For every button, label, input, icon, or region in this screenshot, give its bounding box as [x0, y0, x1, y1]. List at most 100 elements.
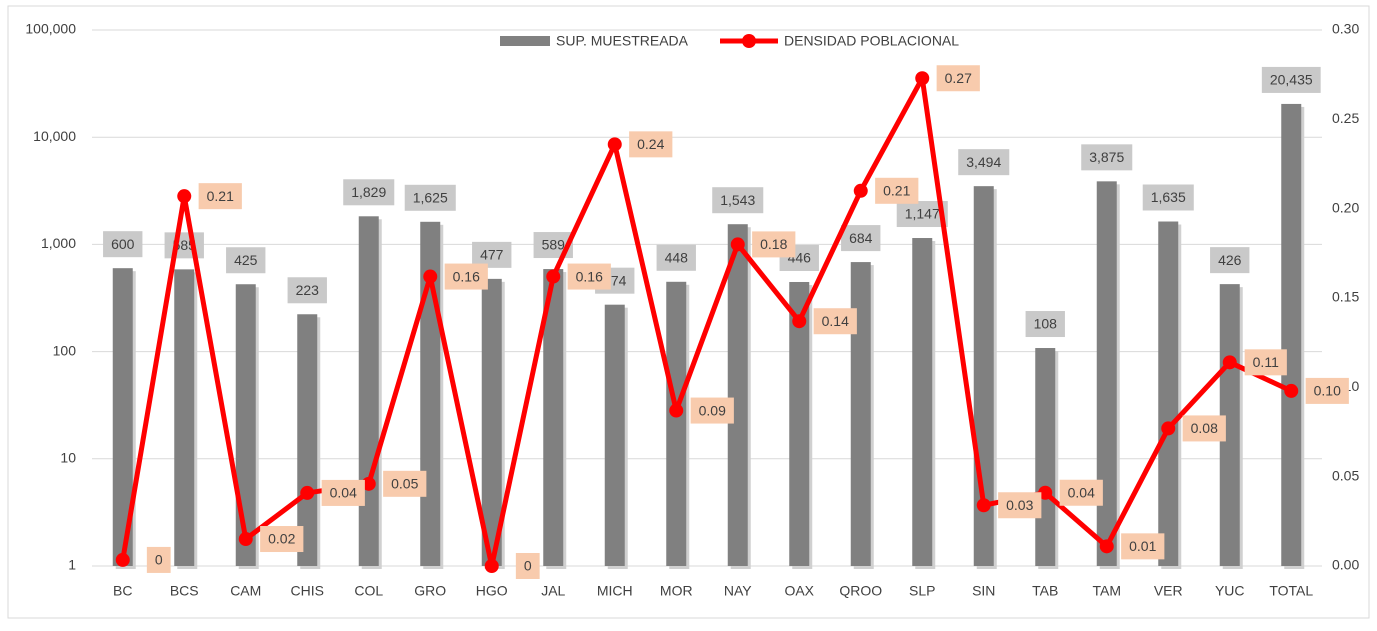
x-tick-label: TAB: [1032, 583, 1058, 599]
line-point: [853, 183, 868, 198]
line-point: [546, 269, 561, 284]
bar: [543, 269, 564, 566]
line-label-box: [1305, 377, 1349, 404]
bar-label-box: [343, 179, 395, 206]
bar: [297, 314, 318, 566]
legend-label: DENSIDAD POBLACIONAL: [784, 33, 959, 49]
line-label: 0.08: [1191, 420, 1218, 436]
bar-label-box: [1025, 311, 1065, 338]
y2-tick-label: 0.00: [1332, 557, 1359, 573]
line-label: 0.09: [699, 402, 726, 418]
line-label: 0: [155, 552, 163, 568]
line-label: 0.05: [391, 476, 418, 492]
bar-label: 425: [234, 252, 258, 268]
bar-label: 3,494: [966, 154, 1001, 170]
bar: [1096, 181, 1117, 566]
line-point: [669, 403, 684, 418]
line-label-box: [752, 231, 796, 258]
line-label-box: [629, 131, 673, 158]
line-point: [915, 71, 930, 86]
line-point: [792, 314, 807, 329]
line-point: [1284, 383, 1299, 398]
x-tick-label: SLP: [909, 583, 935, 599]
line-label: 0.16: [453, 268, 480, 284]
line-label-box: [998, 492, 1042, 519]
bar-label-box: [1142, 184, 1194, 211]
bar-label: 1,625: [413, 189, 448, 205]
line-label: 0.14: [822, 313, 849, 329]
line-label-box: [875, 177, 919, 204]
bar-label: 600: [111, 236, 135, 252]
bar-label: 20,435: [1270, 72, 1313, 88]
line-point: [115, 552, 130, 567]
x-tick-label: SIN: [972, 583, 995, 599]
y2-tick-label: 0.20: [1332, 199, 1359, 215]
legend-swatch: [500, 36, 550, 46]
line-point: [1038, 485, 1053, 500]
line-label-box: [515, 553, 540, 579]
x-tick-label: JAL: [541, 583, 565, 599]
line-label-box: [260, 526, 304, 553]
bar-label-box: [226, 247, 266, 274]
y2-tick-label: 0.25: [1332, 110, 1359, 126]
line-label-box: [936, 65, 980, 92]
line-point: [607, 137, 622, 152]
line-label: 0.01: [1129, 538, 1156, 554]
line-label-box: [1121, 533, 1165, 560]
y-tick-label: 10: [60, 450, 76, 466]
bar: [850, 262, 871, 566]
bar-label-box: [958, 149, 1010, 176]
bar: [1281, 103, 1302, 566]
x-tick-label: VER: [1154, 583, 1183, 599]
line-label-box: [567, 263, 611, 290]
bar-label-box: [841, 225, 881, 252]
line-label: 0.21: [883, 183, 910, 199]
bar-label: 448: [665, 249, 689, 265]
bar-label-box: [1261, 66, 1321, 93]
x-tick-label: CHIS: [291, 583, 324, 599]
bar: [1158, 221, 1179, 566]
line-label: 0.04: [330, 485, 357, 501]
line-point: [300, 485, 315, 500]
bar-label: 1,635: [1151, 189, 1186, 205]
bar-label-box: [1210, 247, 1250, 274]
x-tick-label: MOR: [660, 583, 693, 599]
y-tick-label: 10,000: [33, 128, 76, 144]
bar-label: 589: [542, 237, 566, 253]
bar: [112, 268, 133, 566]
line-label-box: [321, 479, 365, 506]
line-point: [238, 532, 253, 547]
x-tick-label: HGO: [476, 583, 508, 599]
line-label: 0.04: [1068, 484, 1095, 500]
bar-label: 1,147: [905, 206, 940, 222]
bar: [481, 278, 502, 566]
x-tick-label: YUC: [1215, 583, 1245, 599]
x-tick-label: OAX: [784, 583, 814, 599]
bar: [174, 269, 195, 566]
line-label: 0.02: [268, 531, 295, 547]
line-label: 0.16: [576, 268, 603, 284]
line-point: [1099, 539, 1114, 554]
legend-swatch: [742, 34, 756, 48]
x-tick-label: COL: [354, 583, 383, 599]
bar: [235, 284, 256, 566]
bar-label: 1,829: [351, 184, 386, 200]
bar-label-box: [712, 187, 764, 214]
line-label-box: [1182, 415, 1226, 442]
bar-label: 3,875: [1089, 149, 1124, 165]
x-tick-label: MICH: [597, 583, 633, 599]
line-point: [423, 269, 438, 284]
x-tick-label: QROO: [839, 583, 882, 599]
line-label-box: [1244, 349, 1287, 376]
bar-label: 477: [480, 247, 504, 263]
line-label-box: [198, 183, 242, 210]
bar-label-box: [404, 184, 456, 211]
bar: [604, 304, 625, 566]
y2-tick-label: 0.15: [1332, 289, 1359, 305]
bar-label-box: [287, 277, 327, 304]
bar-label: 1,543: [720, 192, 755, 208]
bar: [1219, 284, 1240, 566]
line-point: [177, 189, 192, 204]
bar-label-box: [656, 244, 696, 271]
